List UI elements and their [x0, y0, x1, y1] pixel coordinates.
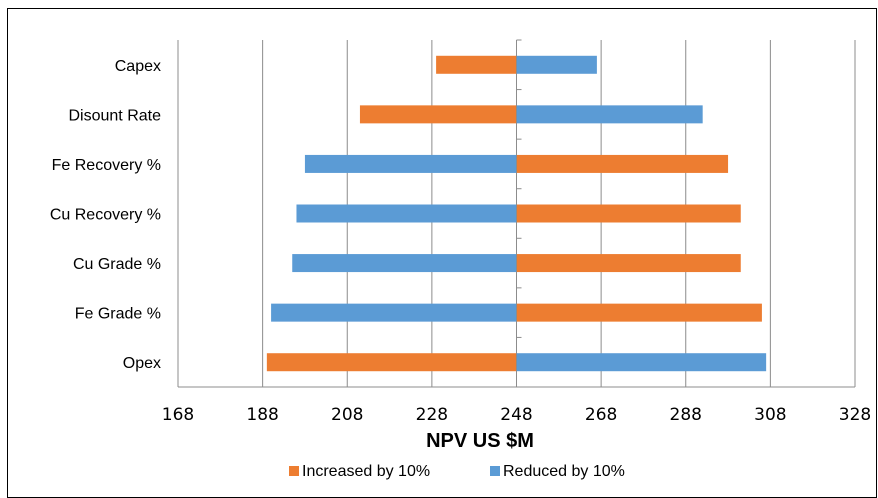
- bar-increased-4: [516, 254, 741, 273]
- x-tick-label-268: 268: [585, 405, 617, 425]
- tornado-chart: 168 188 208 228 248 268 288 308 328 Capex Disount …: [50, 39, 871, 480]
- bar-reduced-0: [516, 55, 597, 74]
- legend-label-reduced: Reduced by 10%: [503, 463, 625, 480]
- legend-swatch-increased: [289, 466, 299, 476]
- x-tick-label-168: 168: [162, 405, 194, 425]
- bar-reduced-2: [304, 154, 517, 173]
- labels: 168 188 208 228 248 268 288 308 328 Capex Disount …: [50, 58, 871, 425]
- bar-reduced-1: [516, 105, 703, 124]
- category-label-4: Cu Grade %: [73, 256, 161, 273]
- bar-increased-0: [436, 55, 517, 74]
- bar-increased-2: [516, 154, 729, 173]
- category-label-2: Fe Recovery %: [52, 157, 161, 174]
- x-tick-label-188: 188: [246, 405, 278, 425]
- x-tick-label-288: 288: [670, 405, 702, 425]
- category-label-5: Fe Grade %: [75, 306, 161, 323]
- bars: [266, 55, 767, 372]
- category-label-6: Opex: [123, 355, 161, 372]
- bar-increased-1: [359, 105, 517, 124]
- chart-frame: [7, 8, 877, 498]
- x-tick-label-248: 248: [500, 405, 532, 425]
- category-label-0: Capex: [115, 58, 161, 75]
- x-axis-title: NPV US $M: [426, 430, 534, 452]
- legend-swatch-reduced: [490, 466, 500, 476]
- x-tick-label-328: 328: [839, 405, 871, 425]
- bar-increased-6: [266, 353, 517, 372]
- x-tick-label-228: 228: [416, 405, 448, 425]
- bar-reduced-4: [292, 254, 517, 273]
- bar-reduced-5: [271, 303, 517, 322]
- category-label-1: Disount Rate: [69, 107, 162, 124]
- x-tick-label-308: 308: [754, 405, 786, 425]
- bar-reduced-6: [516, 353, 767, 372]
- category-label-3: Cu Recovery %: [50, 207, 161, 224]
- legend: Increased by 10% Reduced by 10%: [289, 463, 625, 480]
- x-tick-label-208: 208: [331, 405, 363, 425]
- bar-increased-5: [516, 303, 762, 322]
- axes: [177, 39, 855, 388]
- bar-increased-3: [516, 204, 741, 223]
- legend-label-increased: Increased by 10%: [302, 463, 430, 480]
- bar-reduced-3: [296, 204, 517, 223]
